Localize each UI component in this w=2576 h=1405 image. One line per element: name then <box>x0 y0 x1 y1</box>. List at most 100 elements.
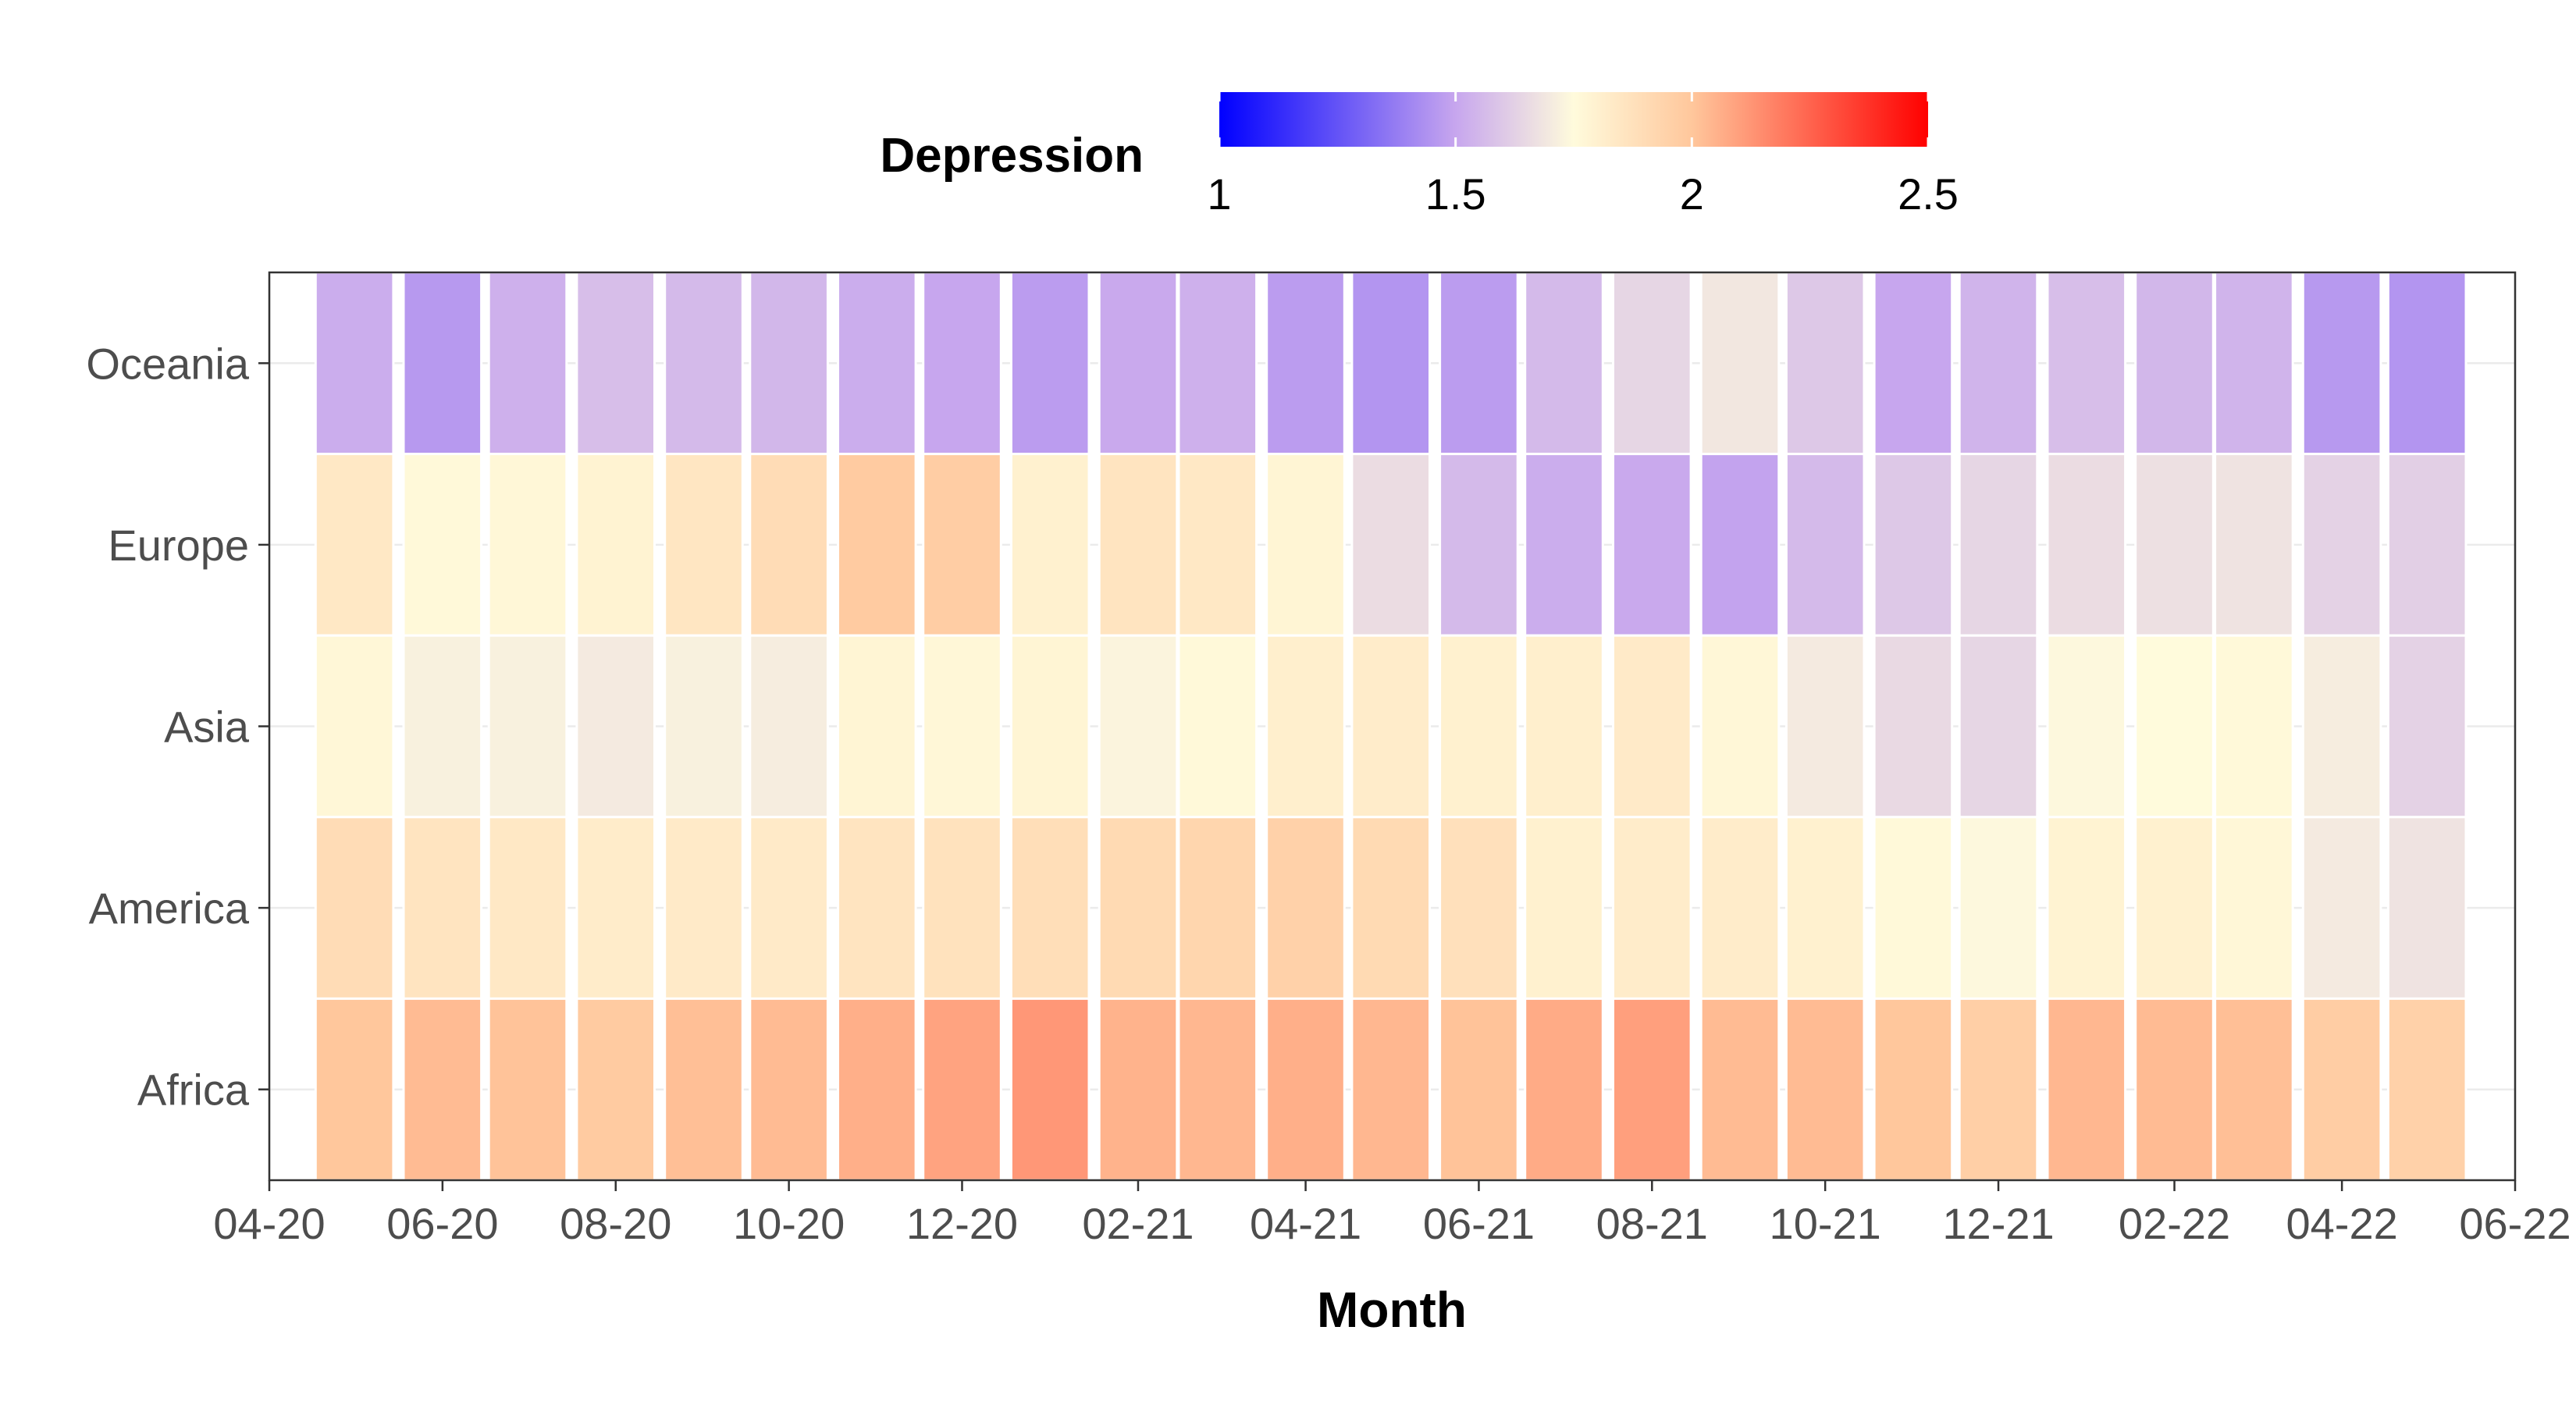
heatmap-cell-america-2021-11 <box>1873 816 1954 1000</box>
heatmap-cell-america-2021-09 <box>1699 816 1781 1000</box>
heatmap-cell-asia-2022-04 <box>2301 634 2382 819</box>
legend-title: Depression <box>880 129 1144 183</box>
heatmap-cell-asia-2020-11 <box>837 634 917 819</box>
legend: Depression 1 1.5 2 2.5 <box>880 92 1959 219</box>
x-tick-label: 12-20 <box>906 1199 1018 1248</box>
y-tick-label-europe: Europe <box>108 521 249 570</box>
heatmap-cell-europe-2021-01 <box>1009 453 1091 637</box>
heatmap-cell-europe-2021-02 <box>1098 453 1179 637</box>
x-tick-label: 06-22 <box>2459 1199 2571 1248</box>
x-tick-label: 06-21 <box>1423 1199 1535 1248</box>
heatmap-cells <box>314 271 2467 1182</box>
heatmap-cell-oceania-2021-09 <box>1699 271 1781 456</box>
x-tick-label: 04-21 <box>1250 1199 1361 1248</box>
heatmap-cell-america-2022-03 <box>2214 816 2294 1000</box>
heatmap-cell-africa-2021-07 <box>1524 997 1604 1182</box>
heatmap-cell-america-2020-05 <box>314 816 395 1000</box>
heatmap-cell-africa-2021-09 <box>1699 997 1781 1182</box>
heatmap-cell-africa-2020-07 <box>487 997 568 1182</box>
legend-ticks: 1 1.5 2 2.5 <box>1207 92 1959 219</box>
heatmap-cell-africa-2021-08 <box>1612 997 1692 1182</box>
heatmap-cell-asia-2020-05 <box>314 634 395 819</box>
heatmap-cell-europe-2022-03 <box>2214 453 2294 637</box>
heatmap-cell-africa-2021-04 <box>1265 997 1346 1182</box>
heatmap-cell-oceania-2020-12 <box>922 271 1002 456</box>
heatmap-cell-america-2022-04 <box>2301 816 2382 1000</box>
heatmap-cell-oceania-2020-10 <box>749 271 829 456</box>
y-tick-label-africa: Africa <box>137 1065 250 1115</box>
heatmap-cell-america-2021-04 <box>1265 816 1346 1000</box>
heatmap-cell-oceania-2022-04 <box>2301 271 2382 456</box>
heatmap-cell-asia-2020-10 <box>749 634 829 819</box>
heatmap-cell-america-2020-08 <box>575 816 656 1000</box>
heatmap-cell-oceania-2020-05 <box>314 271 395 456</box>
heatmap-cell-europe-2020-10 <box>749 453 829 637</box>
heatmap-cell-europe-2021-07 <box>1524 453 1604 637</box>
heatmap-cell-africa-2021-06 <box>1439 997 1519 1182</box>
x-tick-label: 08-21 <box>1596 1199 1708 1248</box>
heatmap-cell-africa-2022-04 <box>2301 997 2382 1182</box>
heatmap-cell-oceania-2020-09 <box>664 271 744 456</box>
heatmap-cell-africa-2021-05 <box>1350 997 1432 1182</box>
legend-tick-label: 1 <box>1207 169 1231 219</box>
heatmap-cell-europe-2021-10 <box>1784 453 1866 637</box>
heatmap-cell-asia-2021-02 <box>1098 634 1179 819</box>
heatmap-cell-asia-2021-10 <box>1784 634 1866 819</box>
heatmap-cell-africa-2022-01 <box>2046 997 2127 1182</box>
heatmap-cell-africa-2020-10 <box>749 997 829 1182</box>
heatmap-cell-oceania-2021-08 <box>1612 271 1692 456</box>
heatmap-cell-europe-2021-06 <box>1439 453 1519 637</box>
x-tick-label: 02-22 <box>2119 1199 2230 1248</box>
heatmap-cell-oceania-2020-07 <box>487 271 568 456</box>
heatmap-cell-america-2021-08 <box>1612 816 1692 1000</box>
heatmap-cell-africa-2022-03 <box>2214 997 2294 1182</box>
heatmap-cell-asia-2020-09 <box>664 634 744 819</box>
heatmap-cell-africa-2020-06 <box>402 997 483 1182</box>
heatmap-cell-europe-2021-05 <box>1350 453 1432 637</box>
heatmap-cell-europe-2020-09 <box>664 453 744 637</box>
heatmap-cell-america-2021-07 <box>1524 816 1604 1000</box>
heatmap-cell-oceania-2022-01 <box>2046 271 2127 456</box>
heatmap-cell-africa-2021-01 <box>1009 997 1091 1182</box>
y-tick-label-america: America <box>89 884 250 933</box>
heatmap-cell-asia-2021-12 <box>1958 634 2039 819</box>
heatmap-cell-africa-2021-12 <box>1958 997 2039 1182</box>
heatmap-cell-asia-2021-06 <box>1439 634 1519 819</box>
plot-panel <box>268 271 2517 1182</box>
heatmap-cell-europe-2022-02 <box>2134 453 2215 637</box>
heatmap-cell-oceania-2021-11 <box>1873 271 1954 456</box>
heatmap-cell-asia-2022-03 <box>2214 634 2294 819</box>
heatmap-cell-america-2022-02 <box>2134 816 2215 1000</box>
heatmap-cell-africa-2021-11 <box>1873 997 1954 1182</box>
heatmap-cell-asia-2021-11 <box>1873 634 1954 819</box>
heatmap-cell-america-2020-11 <box>837 816 917 1000</box>
heatmap-cell-asia-2020-12 <box>922 634 1002 819</box>
heatmap-cell-america-2020-07 <box>487 816 568 1000</box>
heatmap-cell-america-2021-06 <box>1439 816 1519 1000</box>
x-tick-label: 06-20 <box>386 1199 498 1248</box>
heatmap-cell-america-2021-03 <box>1177 816 1258 1000</box>
heatmap-cell-europe-2022-01 <box>2046 453 2127 637</box>
heatmap-cell-europe-2021-08 <box>1612 453 1692 637</box>
heatmap-cell-oceania-2020-11 <box>837 271 917 456</box>
heatmap-cell-america-2021-10 <box>1784 816 1866 1000</box>
heatmap-cell-america-2022-05 <box>2386 816 2467 1000</box>
heatmap-cell-america-2021-02 <box>1098 816 1179 1000</box>
heatmap-cell-europe-2021-11 <box>1873 453 1954 637</box>
heatmap-cell-america-2020-12 <box>922 816 1002 1000</box>
heatmap-cell-oceania-2020-06 <box>402 271 483 456</box>
heatmap-cell-africa-2020-12 <box>922 997 1002 1182</box>
heatmap-cell-america-2020-06 <box>402 816 483 1000</box>
heatmap-cell-asia-2022-05 <box>2386 634 2467 819</box>
heatmap-cell-europe-2022-04 <box>2301 453 2382 637</box>
legend-colorbar <box>1219 92 1928 147</box>
heatmap-cell-asia-2020-07 <box>487 634 568 819</box>
heatmap-cell-asia-2022-02 <box>2134 634 2215 819</box>
x-tick-label: 02-21 <box>1082 1199 1194 1248</box>
heatmap-cell-europe-2021-03 <box>1177 453 1258 637</box>
heatmap-cell-europe-2020-07 <box>487 453 568 637</box>
heatmap-cell-europe-2021-09 <box>1699 453 1781 637</box>
legend-tick-label: 2 <box>1680 169 1704 219</box>
heatmap-cell-oceania-2021-01 <box>1009 271 1091 456</box>
